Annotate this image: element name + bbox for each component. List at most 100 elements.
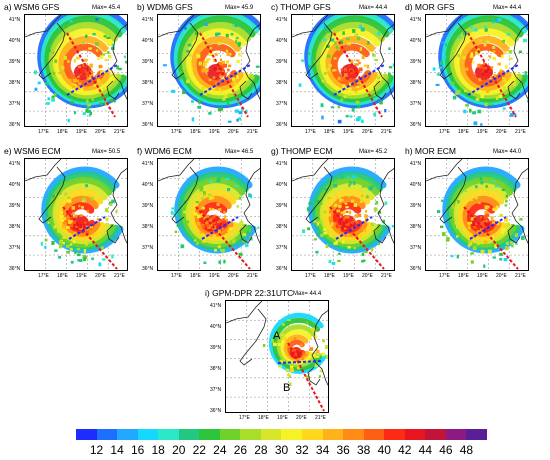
lon-label: 20°E — [362, 273, 373, 279]
colorbar-label: 18 — [151, 443, 165, 457]
lon-label: 18°E — [57, 273, 68, 279]
coastline-italy — [226, 301, 267, 366]
colorbar-cell — [219, 429, 241, 440]
lon-label: 20°E — [496, 273, 507, 279]
lat-label: 41°N — [9, 17, 21, 23]
coastline-italy — [25, 15, 66, 80]
panel-max: Max= 50.5 — [92, 149, 121, 155]
colorbar-label: 26 — [233, 443, 248, 457]
lat-label: 37°N — [410, 245, 422, 251]
map-area — [425, 14, 529, 127]
coastline-peloponnese — [507, 224, 521, 244]
map-svg — [292, 15, 394, 126]
lon-label: 20°E — [95, 273, 106, 279]
coastline-italy — [158, 15, 199, 80]
coastline-peloponnese — [106, 80, 120, 100]
lat-label: 40°N — [9, 182, 21, 188]
lat-label: 40°N — [410, 38, 422, 44]
map-area — [291, 14, 395, 127]
lat-label: 36°N — [9, 122, 21, 128]
map-area — [425, 158, 529, 271]
coastline-italy — [158, 159, 199, 224]
lat-label: 37°N — [142, 101, 154, 107]
lat-label: 36°N — [276, 266, 288, 272]
precip-field — [298, 15, 394, 124]
colorbar-cell — [76, 429, 97, 440]
lat-label: 41°N — [276, 17, 288, 23]
colorbar-label: 44 — [418, 443, 433, 457]
lat-label: 41°N — [9, 161, 21, 167]
lon-label: 21°E — [114, 129, 125, 135]
lon-label: 21°E — [114, 273, 125, 279]
precip-field — [262, 312, 328, 387]
lat-label: 39°N — [276, 59, 288, 65]
colorbar-label: 34 — [315, 443, 330, 457]
lat-label: 38°N — [276, 80, 288, 86]
coastline-peloponnese — [373, 80, 387, 100]
lon-label: 18°E — [190, 129, 201, 135]
lat-label: 40°N — [210, 324, 222, 330]
lat-label: 40°N — [9, 38, 21, 44]
precip-field — [436, 166, 525, 268]
precip-field — [162, 15, 260, 123]
lat-label: 40°N — [142, 38, 154, 44]
map-area — [225, 300, 329, 413]
precip-field — [302, 166, 394, 265]
colorbar-cell — [199, 429, 220, 440]
coastline-peloponnese — [239, 224, 253, 244]
track-blue — [68, 216, 106, 240]
lon-label: 17°E — [171, 273, 182, 279]
lon-label: 18°E — [258, 415, 269, 421]
track-red — [329, 206, 385, 270]
track-red — [287, 342, 325, 412]
coastline-peloponnese — [307, 366, 321, 386]
lon-label: 20°E — [228, 129, 239, 135]
colorbar-label: 20 — [172, 443, 186, 457]
panel-title: e) WSM6 ECM — [4, 146, 61, 156]
lat-label: 38°N — [410, 224, 422, 230]
lon-label: 20°E — [228, 273, 239, 279]
colorbar-label: 24 — [213, 443, 227, 457]
map-svg — [226, 301, 328, 412]
colorbar-cell — [178, 429, 200, 440]
precip-field — [170, 166, 260, 264]
lon-label: 17°E — [38, 273, 49, 279]
colorbar-cell — [363, 429, 385, 440]
colorbar-label: 12 — [89, 443, 104, 457]
lat-label: 37°N — [9, 245, 21, 251]
lon-label: 19°E — [76, 129, 87, 135]
colorbar-cell — [466, 429, 487, 440]
lon-label: 19°E — [343, 273, 354, 279]
panel-max: Max= 45.4 — [92, 5, 121, 11]
lon-label: 17°E — [239, 415, 250, 421]
coastline-greece — [243, 24, 260, 100]
track-blue — [335, 216, 373, 240]
colorbar-label: 14 — [110, 443, 124, 457]
lat-label: 39°N — [142, 59, 154, 65]
lon-label: 21°E — [381, 129, 392, 135]
lat-label: 40°N — [276, 182, 288, 188]
colorbar-cell — [425, 429, 446, 440]
lon-label: 21°E — [247, 129, 258, 135]
colorbar-label: 32 — [295, 443, 309, 457]
lat-label: 39°N — [410, 203, 422, 209]
panel-title: b) WDM6 GFS — [137, 2, 193, 12]
lat-label: 37°N — [9, 101, 21, 107]
lon-label: 17°E — [305, 273, 316, 279]
lat-label: 39°N — [9, 203, 21, 209]
track-red — [199, 32, 249, 118]
lat-label: 41°N — [142, 17, 154, 23]
lon-label: 20°E — [296, 415, 307, 421]
colorbar-label: 16 — [130, 443, 145, 457]
lat-label: 37°N — [276, 101, 288, 107]
colorbar-label: 46 — [439, 443, 453, 457]
panel-title: i) GPM-DPR 22:31UTC — [205, 288, 294, 298]
lat-label: 41°N — [210, 303, 222, 309]
lat-label: 38°N — [9, 80, 21, 86]
colorbar-label: 30 — [274, 443, 289, 457]
lat-label: 38°N — [410, 80, 422, 86]
lon-label: 17°E — [305, 129, 316, 135]
panel-title: h) MOR ECM — [405, 146, 456, 156]
lat-label: 36°N — [142, 122, 154, 128]
coastline-greece — [511, 24, 528, 100]
